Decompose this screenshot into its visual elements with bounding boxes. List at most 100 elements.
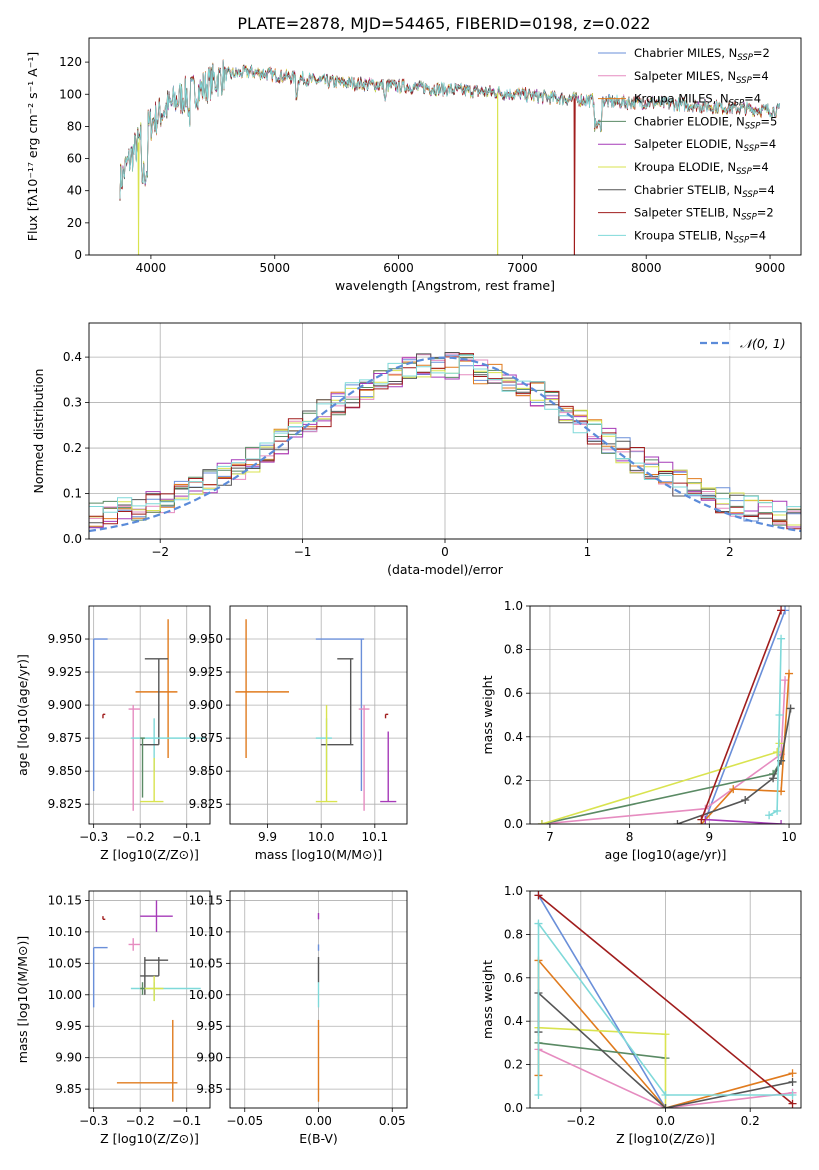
y-tick-label: 0.3 (63, 396, 82, 410)
x-tick-label: 0.05 (379, 1114, 406, 1128)
legend-label: Chabrier ELODIE, NSSP=5 (634, 114, 777, 131)
axes-massweight-vs-Z: −0.2 0.0 0.2 0.0 0.2 0.4 0.6 0.8 1.0 Z [log10(Z/Z… (480, 884, 802, 1146)
marker-plus (788, 1077, 797, 1086)
histograms (89, 352, 801, 533)
lines (537, 606, 795, 824)
hist-kroupa-elodie (89, 356, 801, 526)
legend-label: Chabrier STELIB, NSSP=4 (634, 183, 775, 200)
marker-plus (673, 820, 682, 824)
errorbars (92, 900, 201, 1102)
line-chabrier-miles (537, 894, 667, 1108)
x-tick-label: 10.1 (361, 830, 388, 844)
x-axis-label: Z [log10(Z/Z⊙)] (100, 847, 199, 862)
y-axis-label: age [log10(age/yr)] (15, 654, 30, 776)
point-salpeter-elodie (140, 900, 173, 932)
point-chabrier-stelib (144, 658, 169, 745)
marker-plus (729, 785, 738, 794)
marker-plus (534, 891, 543, 900)
marker-plus (777, 634, 786, 643)
legend-box (692, 330, 794, 356)
y-tick-label: 9.950 (189, 632, 223, 646)
x-tick-label: −0.1 (172, 830, 201, 844)
line-kroupa-stelib (768, 638, 782, 817)
y-tick-label: 9.925 (189, 665, 223, 679)
y-tick-label: 0.0 (504, 1101, 523, 1115)
y-tick-label: 0.6 (504, 686, 523, 700)
line-salpeter-miles (541, 680, 786, 824)
y-tick-label: 1.0 (504, 599, 523, 613)
marker-plus (769, 774, 778, 783)
x-tick-label: −2 (151, 545, 169, 559)
marker-plus (788, 1090, 797, 1099)
y-tick-label: 10.00 (189, 988, 223, 1002)
point-salpeter-miles (128, 938, 141, 951)
marker-plus (773, 748, 782, 757)
y-tick-label: 9.875 (189, 731, 223, 745)
y-tick-label: 9.95 (55, 1019, 82, 1033)
legend-label: Kroupa STELIB, NSSP=4 (634, 228, 766, 245)
y-tick-label: 0.8 (504, 927, 523, 941)
legend: 𝒩(0, 1) (692, 330, 794, 356)
x-tick-label: 1 (584, 545, 592, 559)
y-tick-label: 9.85 (55, 1082, 82, 1096)
y-tick-label: 0.4 (504, 1014, 523, 1028)
point-salpeter-stelib (102, 916, 106, 921)
point-kroupa-miles (116, 1019, 178, 1102)
x-tick-label: 9.9 (258, 830, 277, 844)
point-salpeter-stelib (384, 713, 389, 719)
x-tick-label: −1 (294, 545, 312, 559)
line-chabrier-miles (704, 610, 786, 820)
figure-title: PLATE=2878, MJD=54465, FIBERID=0198, z=0… (237, 14, 650, 33)
y-tick-label: 60 (67, 152, 82, 166)
marker-plus (785, 669, 794, 678)
point-chabrier-stelib (144, 957, 169, 976)
hist-kroupa-stelib (89, 354, 801, 519)
y-axis-label: Normed distribution (31, 369, 46, 494)
y-tick-label: 0.2 (63, 441, 82, 455)
legend-label: Chabrier MILES, NSSP=2 (634, 46, 770, 63)
x-axis-label: E(B-V) (299, 1131, 338, 1146)
x-axis-label: wavelength [Angstrom, rest frame] (335, 278, 555, 293)
y-tick-label: 9.825 (48, 797, 82, 811)
y-tick-label: 80 (67, 119, 82, 133)
y-tick-label: 0.2 (504, 1058, 523, 1072)
x-axis-label: mass [log10(M/M⊙)] (255, 847, 383, 862)
marker-plus (788, 1069, 797, 1078)
marker-plus (534, 1090, 543, 1099)
y-tick-label: 0.0 (504, 817, 523, 831)
x-tick-label: 0.00 (305, 1114, 332, 1128)
axes-frame (88, 605, 211, 825)
y-tick-label: 9.95 (196, 1019, 223, 1033)
legend-label: 𝒩(0, 1) (740, 336, 786, 351)
x-tick-label: 5000 (259, 261, 290, 275)
y-tick-label: 9.90 (55, 1051, 82, 1065)
point-chabrier-elodie (140, 737, 145, 798)
point-kroupa-miles (235, 619, 289, 758)
x-tick-label: 4000 (136, 261, 167, 275)
y-tick-label: 1.0 (504, 884, 523, 898)
y-tick-label: 10.05 (48, 956, 82, 970)
y-tick-label: 0.6 (504, 971, 523, 985)
y-tick-label: 9.900 (189, 698, 223, 712)
point-salpeter-miles (358, 705, 370, 811)
line-kroupa-elodie (541, 743, 781, 824)
marker-plus (741, 796, 750, 805)
marker-plus (775, 711, 784, 719)
lines (534, 891, 797, 1108)
x-axis-label: (data-model)/error (387, 562, 504, 577)
axes-residuals: −2 −1 0 1 2 0.0 0.1 0.2 0.3 0.4 (data-model)/error… (31, 322, 802, 577)
y-tick-label: 9.850 (48, 764, 82, 778)
point-chabrier-stelib (337, 658, 354, 745)
spectrum-line-chabrier-miles (119, 62, 781, 200)
marker-plus (661, 1030, 670, 1039)
axes-frame (229, 890, 408, 1109)
point-kroupa-elodie (315, 705, 338, 803)
x-axis-label: age [log10(age/yr)] (605, 847, 727, 862)
y-tick-label: 9.925 (48, 665, 82, 679)
line-salpeter-miles (538, 1048, 793, 1108)
x-tick-label: 8000 (631, 261, 662, 275)
y-axis-label: mass weight (480, 960, 495, 1039)
x-tick-label: 10.0 (308, 830, 335, 844)
marker-plus (697, 815, 706, 824)
marker-plus (777, 820, 786, 824)
